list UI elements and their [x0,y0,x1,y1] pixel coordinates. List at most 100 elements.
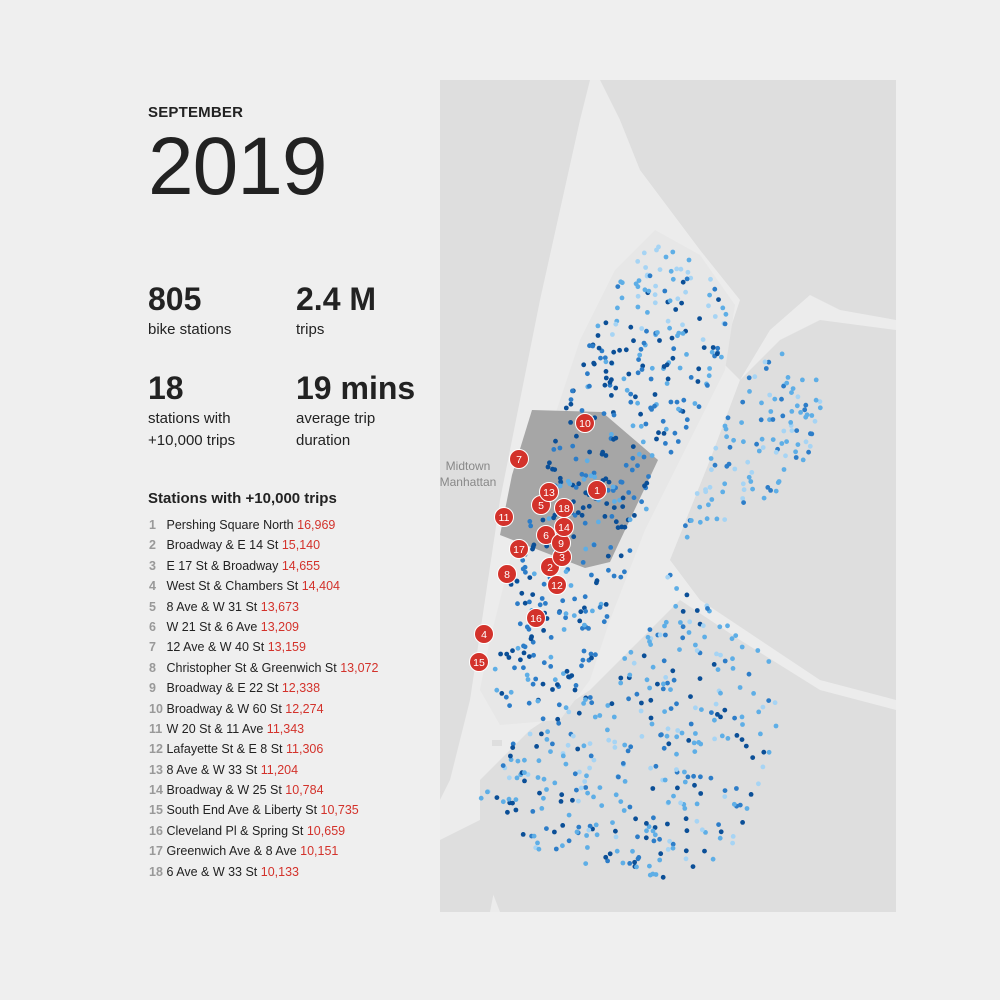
station-dot [647,273,653,279]
station-dot [712,314,718,319]
station-dot [556,702,562,708]
station-dot [535,840,540,846]
station-dot [657,857,663,863]
station-dot [723,426,729,432]
station-marker: 15 [469,652,489,672]
station-dot [565,742,571,748]
station-dot [772,396,778,402]
station-list-item: 1 Pershing Square North 16,969 [149,515,378,535]
station-dot [602,355,608,361]
station-dot [622,656,628,661]
station-dot [688,518,694,523]
station-dot [664,362,670,368]
station-dot [590,343,596,349]
station-dot [579,512,585,518]
station-dot [583,490,589,496]
station-dot [709,710,714,715]
station-marker: 18 [554,498,574,518]
station-name: Broadway & W 25 St [166,783,282,798]
station-dot [730,666,736,671]
station-marker-label: 15 [473,657,485,669]
station-dot [521,650,527,656]
station-dot [707,484,713,490]
map-svg: Midtown Manhattan 1234567891011121314151… [440,80,896,912]
station-dot [593,652,598,658]
station-dot [527,519,533,524]
station-dot [577,769,582,775]
station-dot [622,742,628,748]
station-dot [568,583,574,588]
station-dot [682,806,688,811]
station-dot [661,745,667,751]
station-dot [715,667,721,672]
station-list-item: 6 W 21 St & 6 Ave 13,209 [149,617,378,637]
station-dot [536,846,542,852]
station-dot [587,695,593,700]
station-marker: 13 [539,482,559,502]
station-name: Broadway & W 60 St [166,701,282,716]
station-dot [642,287,648,293]
station-dot [612,739,618,745]
station-dot [522,770,527,775]
station-dot [698,791,704,796]
station-dot [641,454,647,460]
station-dot [747,389,752,394]
station-dot [610,484,616,490]
station-dot [760,764,766,770]
station-dot [724,434,729,440]
station-name: E 17 St & Broadway [166,558,279,573]
station-dot [663,632,668,638]
station-dot [570,443,576,449]
station-dot [539,731,544,737]
station-marker-label: 7 [516,454,522,466]
station-dot [651,838,657,844]
station-rank: 4 [149,579,156,594]
station-dot [609,360,614,366]
station-dot [635,834,640,840]
station-dot [523,569,528,575]
station-dot [684,352,689,357]
station-dot [573,683,579,688]
station-dot [683,289,688,295]
station-dot [698,774,703,780]
station-dot [657,338,662,343]
station-name: Pershing Square North [166,518,294,532]
station-dot [586,626,591,631]
station-marker: 4 [474,624,494,644]
station-dot [765,485,771,490]
station-dot [629,467,635,473]
station-dot [628,391,634,397]
station-dot [638,708,644,714]
station-dot [655,681,660,687]
station-dot [739,420,744,425]
station-dot [520,832,526,837]
station-dot [646,824,652,830]
station-dot [582,594,588,600]
station-dot [544,787,549,792]
station-dot [531,571,537,577]
station-dot [513,797,519,802]
station-dot [580,560,586,565]
station-dot [633,394,638,400]
station-dot [572,596,577,602]
station-dot [682,779,688,785]
station-dot [708,276,713,282]
station-dot [661,681,666,687]
station-dot [670,841,676,847]
station-dot [540,517,546,523]
station-dot [584,458,590,464]
station-rank: 1 [149,518,156,532]
station-dot [586,827,592,833]
station-dot [665,726,671,732]
station-dot [611,349,617,355]
station-dot [720,305,726,311]
station-name: Lafayette St & E 8 St [166,742,283,757]
station-list-item: 5 8 Ave & W 31 St 13,673 [149,597,378,617]
station-dot [527,654,532,659]
station-dot [576,798,581,804]
station-list-item: 9 Broadway & E 22 St 12,338 [149,678,378,698]
station-dot [731,437,736,443]
station-dot [611,436,616,442]
stat-value: 805 [148,281,202,317]
